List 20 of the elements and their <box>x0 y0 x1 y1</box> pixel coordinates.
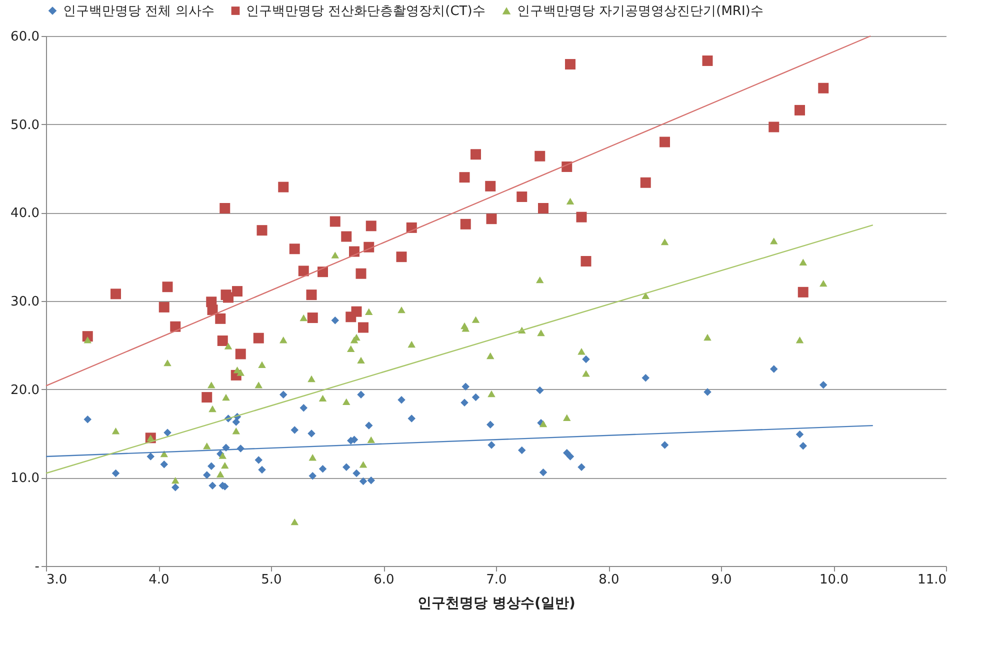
y-tick-label: 30.0 <box>10 294 40 310</box>
x-tick-label: 6.0 <box>374 572 394 588</box>
legend-label: 인구백만명당 자기공명영상진단기(MRI)수 <box>517 4 764 19</box>
legend-label: 인구백만명당 전체 의사수 <box>63 4 214 19</box>
x-tick-label: 8.0 <box>598 572 620 588</box>
y-tick-label: 50.0 <box>10 118 40 133</box>
y-tick-label: 10.0 <box>10 471 40 486</box>
x-axis-title: 인구천명당 병상수(일반) <box>418 596 576 612</box>
legend-label: 인구백만명당 전산화단층촬영장치(CT)수 <box>246 4 486 19</box>
x-tick-label: 4.0 <box>148 572 170 588</box>
y-tick-label: 60.0 <box>10 30 40 44</box>
y-tick-label: 20.0 <box>10 382 40 398</box>
x-tick-label: 9.0 <box>711 572 732 588</box>
x-tick-label: 10.0 <box>820 572 848 588</box>
x-tick-label: 7.0 <box>486 572 507 588</box>
x-tick-label: 3.0 <box>46 572 68 588</box>
y-tick-label: 40.0 <box>10 206 40 222</box>
y-tick-label: - <box>34 560 40 574</box>
x-tick-label: 11.0 <box>918 572 946 588</box>
x-tick-label: 5.0 <box>261 572 282 588</box>
